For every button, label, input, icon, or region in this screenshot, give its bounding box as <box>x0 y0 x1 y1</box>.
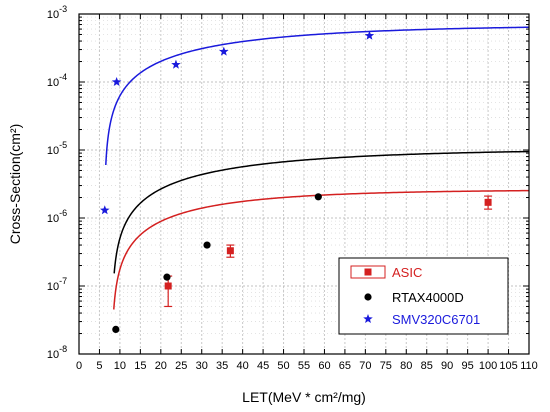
y-tick-label: 10-8 <box>47 344 67 361</box>
legend-marker-asic <box>364 268 372 276</box>
x-tick-label: 85 <box>421 360 433 372</box>
fit-curve-asic <box>113 189 530 310</box>
y-tick-label: 10-5 <box>47 140 67 157</box>
x-tick-label: 35 <box>216 360 228 372</box>
x-tick-label: 55 <box>298 360 310 372</box>
fit-curves <box>105 26 530 310</box>
data-point-rtax4000d <box>314 193 322 201</box>
x-tick-label: 105 <box>499 360 517 372</box>
legend-label-asic: ASIC <box>392 265 422 280</box>
x-tick-label: 45 <box>257 360 269 372</box>
x-tick-label: 15 <box>134 360 146 372</box>
legend-label-rtax4000d: RTAX4000D <box>392 290 464 305</box>
data-point-asic <box>484 198 492 206</box>
y-tick-label: 10-4 <box>47 72 67 89</box>
y-tick-label: 10-7 <box>47 276 67 293</box>
data-markers <box>100 30 493 334</box>
x-tick-label: 5 <box>96 360 102 372</box>
data-point-asic <box>226 247 234 255</box>
legend: ASIC RTAX4000D SMV320C6701 <box>338 257 509 335</box>
x-tick-label: 30 <box>196 360 208 372</box>
y-tick-label: 10-3 <box>47 4 67 21</box>
x-tick-label: 110 <box>520 360 538 372</box>
data-point-smv320c6701 <box>219 46 229 56</box>
x-tick-label: 65 <box>339 360 351 372</box>
x-tick-label: 20 <box>155 360 167 372</box>
x-tick-label: 10 <box>114 360 126 372</box>
legend-marker-smv320c6701 <box>363 314 373 324</box>
x-tick-label: 25 <box>175 360 187 372</box>
axis-ticks: 0 5 10 15 20 25 30 35 40 45 50 55 60 65 70 75 80 85 90 95 10… <box>47 4 538 372</box>
data-point-smv320c6701 <box>100 205 110 215</box>
data-point-smv320c6701 <box>111 77 122 87</box>
y-axis-title: Cross-Section(cm²) <box>7 124 23 245</box>
fit-curve-rtax4000d <box>113 150 530 274</box>
legend-label-smv320c6701: SMV320C6701 <box>392 312 480 327</box>
data-point-smv320c6701 <box>171 59 181 69</box>
x-tick-label: 70 <box>359 360 371 372</box>
data-point-rtax4000d <box>163 273 171 281</box>
x-tick-label: 50 <box>277 360 289 372</box>
x-tick-label: 60 <box>318 360 330 372</box>
y-tick-label: 10-6 <box>47 208 67 225</box>
x-tick-label: 90 <box>441 360 453 372</box>
fit-curve-smv320c6701 <box>105 26 530 166</box>
legend-marker-rtax4000d <box>364 293 372 301</box>
x-tick-label: 95 <box>462 360 474 372</box>
data-point-rtax4000d <box>112 325 120 334</box>
x-tick-label: 100 <box>479 360 497 372</box>
data-point-asic <box>164 282 172 290</box>
data-point-smv320c6701 <box>364 30 375 40</box>
x-tick-label: 40 <box>237 360 249 372</box>
data-point-rtax4000d <box>203 241 211 249</box>
x-axis-title: LET(MeV * cm²/mg) <box>242 389 366 405</box>
x-tick-label: 0 <box>76 360 82 372</box>
x-tick-label: 75 <box>380 360 392 372</box>
x-tick-label: 80 <box>400 360 412 372</box>
